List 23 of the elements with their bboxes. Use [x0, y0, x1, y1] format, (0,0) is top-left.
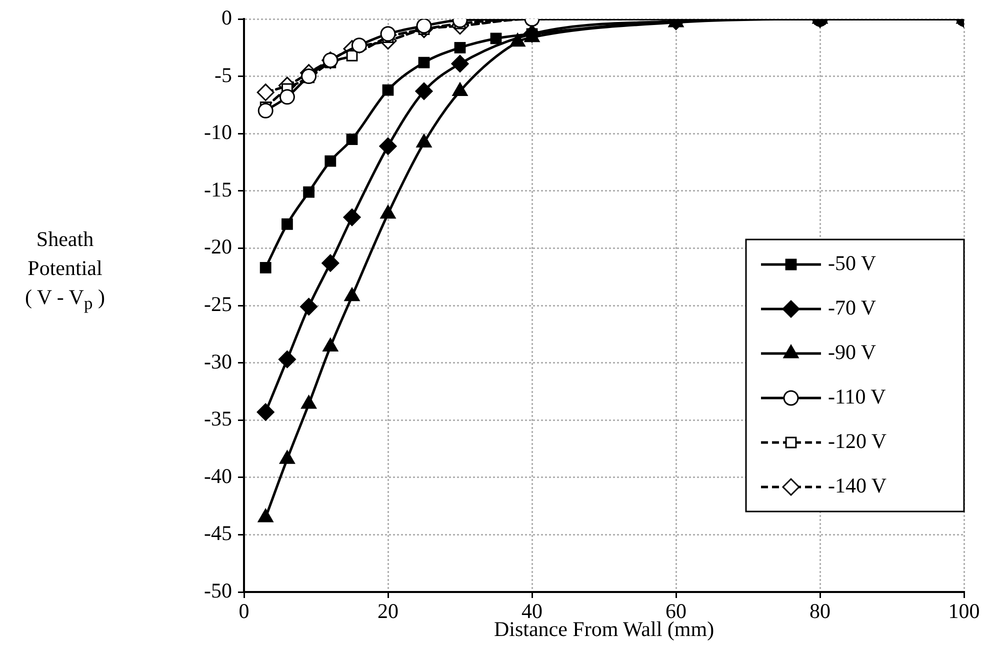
- x-tick-label: 80: [810, 599, 830, 624]
- legend-label: -110 V: [828, 384, 886, 409]
- legend-label: -120 V: [828, 429, 887, 454]
- x-tick-label: 20: [378, 599, 398, 624]
- y-tick-label: -45: [204, 521, 232, 546]
- y-tick-label: -15: [204, 177, 232, 202]
- x-tick-label: 0: [238, 599, 250, 624]
- y-tick-label: -50: [204, 578, 232, 603]
- y-tick-label: -5: [214, 62, 232, 87]
- y-tick-label: -35: [204, 406, 232, 431]
- y-tick-label: -25: [204, 292, 232, 316]
- y-tick-label: -30: [204, 349, 232, 374]
- legend-label: -50 V: [828, 251, 876, 276]
- legend-label: -70 V: [828, 296, 876, 320]
- y-axis-title: Sheath Potential ( V - V$_{p}$ ): [24, 226, 106, 316]
- x-tick-label: 40: [522, 599, 542, 624]
- x-tick-label: 100: [948, 599, 980, 624]
- y-tick-label: -20: [204, 234, 232, 259]
- legend-label: -140 V: [828, 474, 887, 498]
- y-tick-label: 0: [222, 6, 232, 30]
- legend-label: -90 V: [828, 340, 876, 364]
- y-tick-label: -10: [204, 120, 232, 144]
- y-tick-label: -40: [204, 464, 232, 488]
